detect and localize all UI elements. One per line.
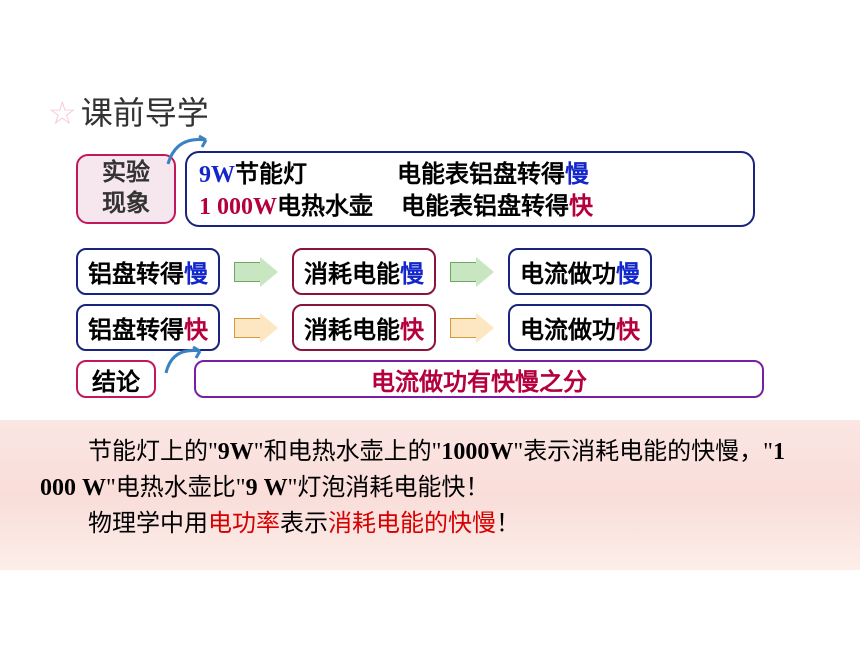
key-speed: 消耗电能的快慢 (328, 511, 496, 537)
exp-line1: 9W节能灯 电能表铝盘转得慢 (199, 159, 741, 191)
flow-row-fast: 铝盘转得快 消耗电能快 电流做功快 (76, 304, 652, 351)
arrow-orange-2 (450, 314, 494, 342)
t: "灯泡消耗电能快！ (288, 475, 490, 501)
conclusion-row: 结论 电流做功有快慢之分 (76, 360, 764, 398)
star-icon: ☆ (48, 95, 77, 131)
t: 9W (218, 439, 254, 465)
exp-l2-d: 快 (569, 194, 593, 220)
experiment-content-box: 9W节能灯电能表铝盘转得慢 1 000W电热水壶电能表铝盘转得快 (185, 151, 755, 227)
title-text: 课前导学 (81, 95, 209, 131)
key-power: 电功率 (208, 511, 280, 537)
wattage-1000w: 1 000W (199, 194, 277, 220)
experiment-label-box: 实验 现象 (76, 154, 176, 224)
arrow-green-2 (450, 258, 494, 286)
t: 铝盘转得 (88, 310, 184, 345)
t: ！ (496, 511, 520, 537)
t: 慢 (400, 254, 424, 289)
t: 消耗电能 (304, 254, 400, 289)
conclusion-text: 电流做功有快慢之分 (371, 362, 587, 397)
t: 物理学中用 (88, 511, 208, 537)
box-energy-fast: 消耗电能快 (292, 304, 436, 351)
t: "表示消耗电能的快慢，" (513, 439, 773, 465)
exp-l2-c: 电能表铝盘转得 (401, 194, 569, 220)
t: 铝盘转得 (88, 254, 184, 289)
arrow-orange-1 (234, 314, 278, 342)
exp-line2: 1 000W电热水壶 电能表铝盘转得快 (199, 191, 741, 223)
exp-label-line2: 现象 (78, 189, 174, 220)
footer-summary: 节能灯上的"9W"和电热水壶上的"1000W"表示消耗电能的快慢，"1 000 … (0, 420, 860, 570)
exp-l1-c: 电能表铝盘转得 (397, 162, 565, 188)
wattage-9w: 9W (199, 162, 235, 188)
t: 慢 (184, 254, 208, 289)
exp-l2-b: 电热水壶 (277, 194, 373, 220)
flow-row-slow: 铝盘转得慢 消耗电能慢 电流做功慢 (76, 248, 652, 295)
t: "电热水壶比" (106, 475, 246, 501)
t: 快 (400, 310, 424, 345)
t: 快 (616, 310, 640, 345)
conclusion-content-box: 电流做功有快慢之分 (194, 360, 764, 398)
t: 1000W (441, 439, 513, 465)
box-work-slow: 电流做功慢 (508, 248, 652, 295)
t: 消耗电能 (304, 310, 400, 345)
t: 节能灯上的" (88, 439, 218, 465)
t: 快 (184, 310, 208, 345)
box-work-fast: 电流做功快 (508, 304, 652, 351)
exp-label-line1: 实验 (78, 158, 174, 189)
t: 电流做功 (520, 310, 616, 345)
t: 慢 (616, 254, 640, 289)
arrow-green-1 (234, 258, 278, 286)
box-disc-fast: 铝盘转得快 (76, 304, 220, 351)
t: "和电热水壶上的" (254, 439, 442, 465)
footer-p2: 物理学中用电功率表示消耗电能的快慢！ (40, 506, 820, 542)
box-energy-slow: 消耗电能慢 (292, 248, 436, 295)
section-title: ☆课前导学 (48, 88, 209, 134)
t: 9 W (246, 475, 288, 501)
t: 电流做功 (520, 254, 616, 289)
footer-p1: 节能灯上的"9W"和电热水壶上的"1000W"表示消耗电能的快慢，"1 000 … (40, 434, 820, 506)
conclusion-label: 结论 (76, 360, 156, 398)
t: 表示 (280, 511, 328, 537)
box-disc-slow: 铝盘转得慢 (76, 248, 220, 295)
exp-l1-d: 慢 (565, 162, 589, 188)
exp-l1-b: 节能灯 (235, 162, 307, 188)
